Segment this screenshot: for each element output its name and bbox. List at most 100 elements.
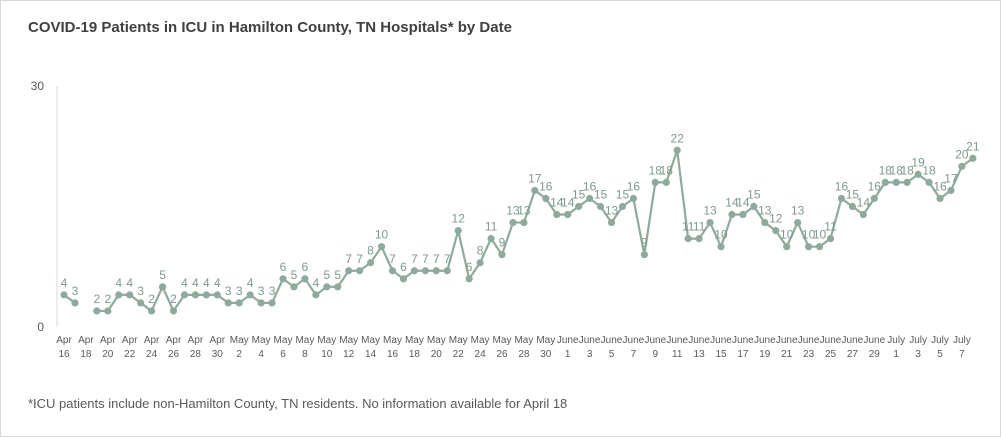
x-tick-label-month: May: [405, 335, 424, 346]
x-tick-label-day: 9: [653, 349, 659, 360]
data-label: 22: [671, 131, 685, 145]
data-label: 7: [389, 252, 396, 266]
x-tick-label-month: June: [820, 335, 842, 346]
data-label: 18: [890, 163, 904, 177]
data-label: 16: [627, 179, 641, 193]
data-label: 6: [466, 260, 473, 274]
y-tick-label: 30: [31, 79, 45, 93]
x-tick-label-month: Apr: [144, 335, 160, 346]
x-tick-label-month: Apr: [100, 335, 116, 346]
data-point: [257, 299, 265, 307]
data-label: 4: [61, 276, 68, 290]
data-point: [925, 178, 933, 186]
data-label: 4: [181, 276, 188, 290]
x-tick-label-day: 5: [937, 349, 943, 360]
data-point: [805, 243, 813, 251]
data-point: [487, 235, 495, 243]
data-label: 10: [780, 228, 794, 242]
x-tick-label-month: May: [274, 335, 293, 346]
data-label: 18: [900, 163, 914, 177]
x-tick-label-month: May: [317, 335, 336, 346]
x-tick-label-month: July: [931, 335, 949, 346]
data-label: 13: [517, 204, 531, 218]
data-label: 3: [258, 284, 265, 298]
data-point: [290, 283, 298, 291]
data-label: 3: [72, 284, 79, 298]
data-label: 11: [682, 220, 695, 234]
data-point: [71, 299, 79, 307]
data-label: 10: [375, 228, 389, 242]
data-label: 8: [477, 244, 484, 258]
x-tick-label-month: May: [493, 335, 512, 346]
data-label: 7: [444, 252, 451, 266]
data-label: 4: [126, 276, 133, 290]
x-tick-label-day: 3: [587, 349, 593, 360]
data-point: [848, 202, 857, 211]
data-point: [356, 267, 364, 275]
data-point: [279, 275, 287, 283]
data-label: 13: [758, 204, 772, 218]
x-tick-label-day: 11: [672, 349, 683, 360]
data-point: [531, 186, 539, 195]
data-point: [673, 146, 681, 154]
x-tick-label-day: 26: [168, 349, 180, 360]
data-point: [443, 267, 451, 275]
data-point: [158, 283, 167, 291]
x-tick-label-month: June: [601, 335, 623, 346]
data-label: 4: [214, 276, 221, 290]
data-point: [870, 194, 878, 203]
data-point: [542, 194, 550, 203]
data-point: [224, 299, 232, 307]
data-label: 18: [922, 163, 936, 177]
x-tick-label-month: July: [909, 335, 927, 346]
data-label: 15: [572, 188, 586, 202]
x-tick-label-month: Apr: [210, 335, 226, 346]
data-label: 7: [433, 252, 440, 266]
data-label: 16: [933, 179, 947, 193]
data-label: 5: [291, 268, 298, 282]
data-point: [629, 194, 638, 203]
x-tick-label-day: 19: [759, 349, 771, 360]
x-tick-label-day: 28: [190, 349, 202, 360]
data-point: [169, 307, 178, 315]
data-point: [301, 275, 309, 283]
x-tick-label-day: 5: [609, 349, 615, 360]
data-label: 16: [835, 179, 849, 193]
data-label: 13: [506, 204, 520, 218]
data-label: 12: [452, 212, 466, 226]
chart-title: COVID-19 Patients in ICU in Hamilton Cou…: [28, 19, 512, 36]
data-point: [60, 291, 68, 299]
data-point: [454, 227, 462, 235]
data-point: [881, 178, 889, 186]
data-point: [695, 235, 703, 243]
x-tick-label-month: June: [776, 335, 798, 346]
data-label: 7: [356, 252, 363, 266]
data-point: [596, 202, 605, 211]
data-label: 2: [170, 292, 177, 306]
data-point: [815, 243, 824, 251]
data-point: [651, 178, 659, 186]
data-label: 13: [703, 204, 717, 218]
x-tick-label-month: June: [732, 335, 754, 346]
data-point: [126, 291, 134, 299]
data-label: 4: [192, 276, 199, 290]
data-point: [180, 291, 189, 299]
data-point: [794, 218, 802, 227]
data-point: [421, 267, 429, 275]
data-point: [148, 307, 156, 315]
x-tick-label-day: 12: [343, 349, 355, 360]
data-label: 10: [813, 228, 827, 242]
data-point: [717, 243, 725, 251]
x-tick-label-day: 22: [453, 349, 465, 360]
data-point: [750, 202, 758, 211]
data-point: [662, 178, 670, 186]
x-tick-label-month: May: [252, 335, 271, 346]
data-point: [465, 275, 473, 283]
x-tick-label-day: 22: [124, 349, 136, 360]
x-tick-label-month: May: [295, 335, 314, 346]
data-point: [892, 178, 900, 186]
data-point: [936, 194, 944, 203]
data-label: 14: [736, 196, 750, 210]
data-label: 6: [302, 260, 309, 274]
data-label: 5: [159, 268, 166, 282]
